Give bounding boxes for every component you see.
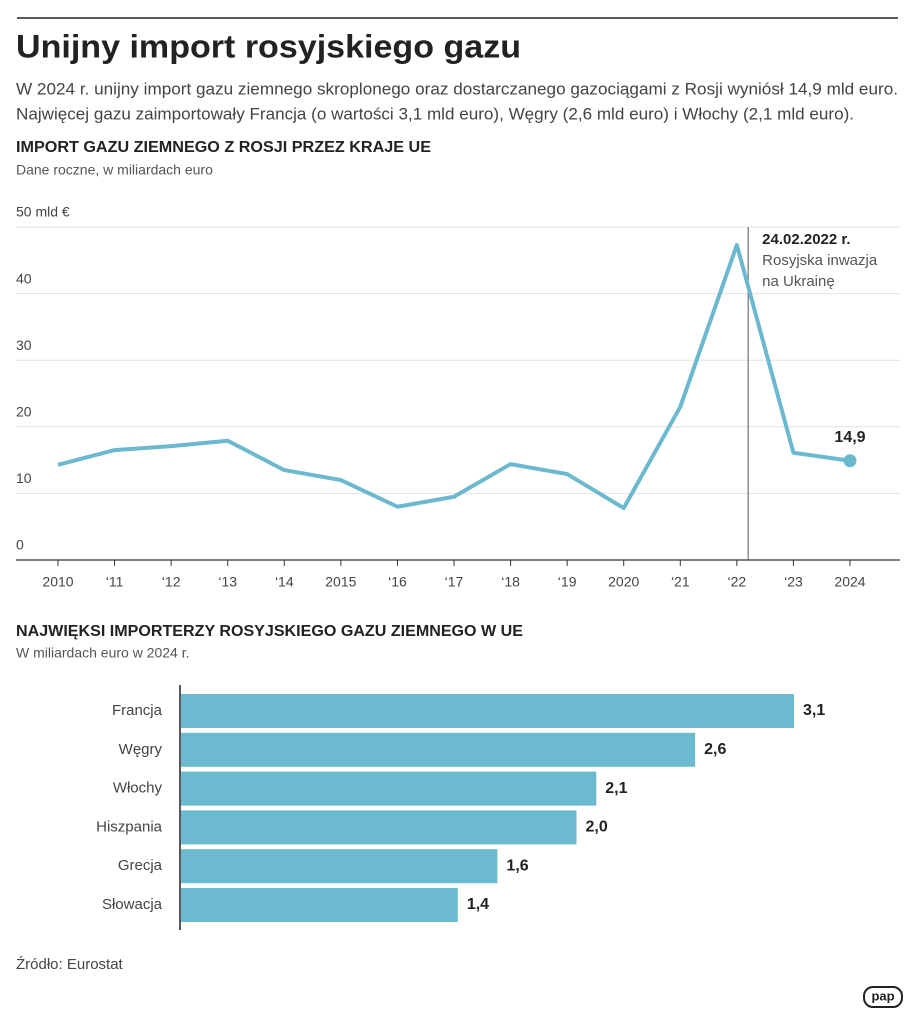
- x-tick-label: ‘22: [728, 574, 747, 590]
- category-label: Hiszpania: [96, 818, 163, 835]
- y-tick-label: 50 mld €: [16, 204, 70, 220]
- value-label: 14,9: [834, 429, 865, 446]
- chart-subtitle: W miliardach euro w 2024 r.: [16, 645, 190, 661]
- x-tick-label: ‘17: [445, 574, 464, 590]
- x-tick-label: ‘21: [671, 574, 690, 590]
- data-line: [57, 242, 851, 511]
- chart-title: IMPORT GAZU ZIEMNEGO Z ROSJI PRZEZ KRAJE…: [16, 139, 431, 156]
- logo-frame: [863, 986, 903, 1008]
- x-tick-label: ‘23: [784, 574, 803, 590]
- y-tick-label: 20: [16, 404, 32, 420]
- x-tick-label: 2010: [42, 574, 73, 590]
- logo: pap: [871, 988, 894, 1003]
- x-tick-label: ‘16: [388, 574, 407, 590]
- bar: [181, 694, 794, 728]
- x-tick-label: 2024: [834, 574, 865, 590]
- value-label: 2,1: [605, 780, 627, 797]
- page-title: Unijny import rosyjskiego gazu: [16, 28, 521, 64]
- y-tick-label: 40: [16, 270, 32, 286]
- x-tick-label: ‘18: [501, 574, 520, 590]
- x-tick-label: ‘11: [106, 574, 124, 590]
- source: Źródło: Eurostat: [16, 956, 124, 973]
- y-tick-label: 30: [16, 337, 32, 353]
- description: W 2024 r. unijny import gazu ziemnego sk…: [16, 79, 898, 98]
- annotation-label: 24.02.2022 r.: [762, 231, 850, 248]
- x-tick-label: ‘13: [218, 574, 237, 590]
- category-label: Włochy: [113, 780, 163, 797]
- bar: [181, 810, 577, 845]
- y-tick-label: 10: [16, 470, 32, 486]
- category-label: Grecja: [118, 857, 163, 874]
- description: Najwięcej gazu zaimportowały Francja (o …: [16, 104, 854, 123]
- x-tick-label: ‘12: [162, 574, 181, 590]
- bar: [181, 771, 597, 806]
- value-label: 3,1: [803, 702, 825, 719]
- category-label: Słowacja: [102, 896, 163, 913]
- x-tick-label: 2020: [608, 574, 639, 590]
- x-tick-label: ‘19: [558, 574, 577, 590]
- value-label: 2,0: [585, 819, 607, 836]
- annotation-text: na Ukrainę: [762, 273, 835, 290]
- y-tick-label: 0: [16, 537, 24, 553]
- value-label: 1,6: [506, 857, 528, 874]
- x-tick-label: ‘14: [275, 574, 294, 590]
- chart-title: NAJWIĘKSI IMPORTERZY ROSYJSKIEGO GAZU ZI…: [16, 623, 523, 640]
- chart-subtitle: Dane roczne, w miliardach euro: [16, 162, 213, 178]
- value-label: 1,4: [467, 896, 489, 913]
- data-point: [843, 454, 857, 468]
- x-tick-label: 2015: [325, 574, 356, 590]
- annotation-text: Rosyjska inwazja: [762, 252, 878, 269]
- category-label: Węgry: [119, 741, 163, 758]
- category-label: Francja: [112, 702, 163, 719]
- bar: [181, 849, 498, 884]
- bar: [181, 732, 696, 767]
- bar: [181, 888, 458, 922]
- value-label: 2,6: [704, 741, 726, 758]
